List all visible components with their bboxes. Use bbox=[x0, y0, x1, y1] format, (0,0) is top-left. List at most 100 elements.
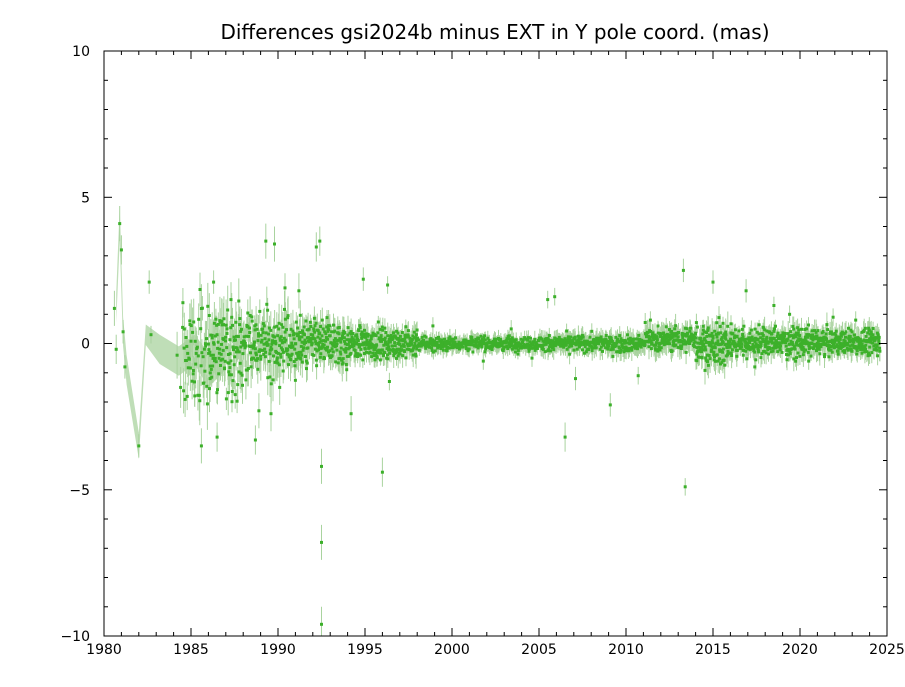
data-point bbox=[297, 289, 301, 293]
data-point bbox=[568, 352, 572, 356]
data-point bbox=[292, 360, 296, 363]
data-point bbox=[468, 342, 471, 346]
data-point bbox=[739, 339, 743, 342]
data-point bbox=[271, 339, 274, 343]
data-point bbox=[875, 344, 879, 348]
data-point bbox=[304, 359, 308, 363]
data-point bbox=[763, 340, 767, 343]
data-point bbox=[687, 339, 691, 342]
data-point bbox=[202, 347, 206, 351]
data-point bbox=[413, 344, 417, 348]
data-point bbox=[296, 326, 300, 330]
data-point bbox=[840, 342, 844, 346]
data-point bbox=[733, 341, 737, 345]
data-point bbox=[772, 329, 776, 333]
data-point bbox=[223, 359, 227, 363]
data-point bbox=[285, 328, 288, 332]
data-point bbox=[231, 379, 235, 383]
data-point bbox=[313, 324, 317, 328]
data-point bbox=[273, 242, 276, 246]
data-point bbox=[312, 327, 316, 331]
data-point bbox=[661, 335, 665, 339]
data-point bbox=[201, 355, 205, 359]
data-point bbox=[616, 337, 619, 341]
data-point bbox=[662, 340, 666, 344]
data-point bbox=[254, 353, 258, 357]
data-point bbox=[399, 344, 403, 348]
data-point bbox=[358, 345, 361, 349]
data-point bbox=[863, 339, 867, 343]
data-point bbox=[228, 338, 232, 342]
data-point bbox=[371, 351, 375, 355]
data-point bbox=[314, 321, 318, 325]
data-point bbox=[514, 338, 518, 342]
data-point bbox=[226, 353, 230, 356]
data-point bbox=[363, 328, 366, 332]
data-point bbox=[434, 336, 438, 340]
data-point bbox=[372, 354, 376, 357]
data-point bbox=[215, 333, 219, 337]
data-point bbox=[471, 350, 475, 354]
data-point bbox=[395, 356, 398, 360]
data-point bbox=[834, 329, 838, 333]
data-point bbox=[770, 339, 774, 343]
data-point bbox=[721, 350, 725, 354]
data-point bbox=[425, 340, 429, 344]
data-point bbox=[738, 343, 742, 347]
data-point bbox=[719, 349, 723, 352]
data-point bbox=[323, 330, 327, 334]
data-point bbox=[224, 339, 227, 343]
data-point bbox=[182, 346, 186, 350]
data-point bbox=[219, 364, 222, 367]
data-point bbox=[576, 341, 580, 345]
data-point bbox=[248, 331, 252, 334]
data-point bbox=[821, 330, 825, 333]
data-point bbox=[192, 320, 196, 324]
data-point bbox=[294, 320, 298, 324]
data-point bbox=[864, 347, 867, 351]
data-point bbox=[701, 328, 705, 332]
data-point bbox=[476, 346, 480, 350]
data-point bbox=[747, 345, 750, 348]
data-point bbox=[674, 334, 678, 338]
data-point bbox=[865, 350, 869, 354]
data-point bbox=[783, 332, 787, 335]
data-point bbox=[277, 363, 281, 367]
data-point bbox=[386, 357, 390, 361]
data-point bbox=[318, 340, 322, 344]
data-point bbox=[191, 372, 195, 376]
data-point bbox=[364, 332, 368, 336]
data-point bbox=[241, 383, 244, 387]
data-point bbox=[565, 338, 569, 342]
data-point bbox=[721, 341, 725, 345]
data-point bbox=[265, 340, 269, 344]
data-point bbox=[345, 368, 349, 372]
data-point bbox=[790, 334, 793, 338]
data-point bbox=[494, 339, 498, 343]
data-point bbox=[372, 344, 376, 348]
data-point bbox=[389, 348, 393, 352]
data-point bbox=[403, 350, 407, 353]
data-point bbox=[181, 301, 185, 305]
data-point bbox=[617, 339, 621, 343]
data-point bbox=[816, 329, 820, 333]
data-point bbox=[277, 327, 281, 331]
data-point bbox=[287, 355, 291, 359]
data-point bbox=[465, 341, 469, 345]
data-point bbox=[363, 341, 367, 345]
data-point bbox=[193, 394, 197, 398]
data-point bbox=[288, 345, 292, 349]
data-point bbox=[717, 316, 721, 320]
data-point bbox=[647, 345, 651, 349]
data-point bbox=[273, 325, 277, 329]
data-point bbox=[649, 347, 653, 351]
data-point bbox=[735, 348, 739, 352]
data-point bbox=[275, 356, 279, 360]
data-point bbox=[214, 360, 218, 364]
data-point bbox=[866, 340, 870, 344]
data-point bbox=[850, 330, 854, 334]
data-point bbox=[767, 340, 771, 344]
data-point bbox=[703, 345, 707, 349]
data-point bbox=[746, 343, 750, 347]
data-point bbox=[775, 335, 779, 339]
